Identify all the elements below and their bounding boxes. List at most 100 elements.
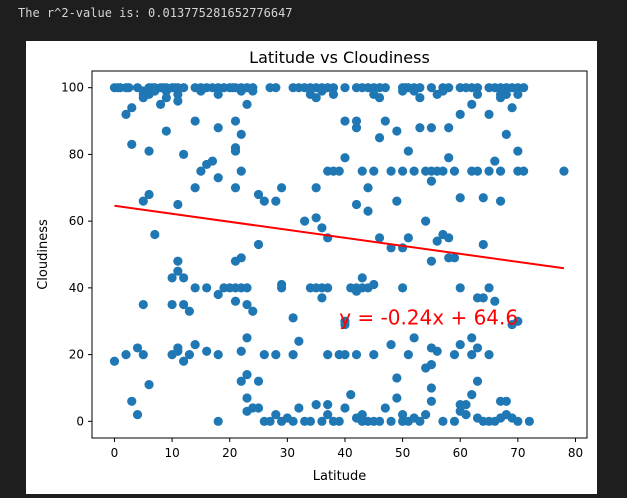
scatter-point xyxy=(426,396,437,406)
scatter-point xyxy=(392,126,402,136)
scatter-point xyxy=(236,86,246,96)
scatter-point xyxy=(127,103,137,113)
scatter-point xyxy=(513,146,523,156)
scatter-point xyxy=(392,196,402,206)
scatter-point xyxy=(455,193,465,203)
x-tick-label: 10 xyxy=(164,446,179,460)
scatter-point xyxy=(426,176,437,186)
scatter-point xyxy=(144,146,154,156)
scatter-point xyxy=(230,296,241,306)
scatter-point xyxy=(242,283,252,293)
scatter-point xyxy=(173,89,183,99)
scatter-point xyxy=(242,393,252,403)
scatter-point xyxy=(415,123,425,133)
scatter-point xyxy=(173,256,183,266)
scatter-point xyxy=(311,93,321,103)
scatter-point xyxy=(138,349,148,360)
scatter-point xyxy=(155,99,166,109)
scatter-point xyxy=(276,183,287,193)
x-tick-label: 0 xyxy=(111,446,119,460)
scatter-point xyxy=(472,89,483,99)
scatter-point xyxy=(351,349,362,360)
scatter-point xyxy=(397,166,408,176)
scatter-point xyxy=(323,283,333,293)
scatter-point xyxy=(288,349,298,360)
scatter-point xyxy=(121,109,131,119)
scatter-point xyxy=(127,139,137,149)
scatter-point xyxy=(288,416,298,426)
scatter-point xyxy=(242,370,252,380)
scatter-point xyxy=(311,183,321,193)
scatter-point xyxy=(271,410,281,420)
scatter-point xyxy=(144,380,154,390)
scatter-point xyxy=(323,349,333,360)
scatter-point xyxy=(138,196,148,206)
scatter-point xyxy=(380,116,390,126)
regression-equation-annotation: y = -0.24x + 64.6 xyxy=(339,306,518,330)
scatter-point xyxy=(495,196,506,206)
scatter-point xyxy=(236,376,246,386)
scatter-point xyxy=(472,376,483,386)
scatter-point xyxy=(449,253,460,263)
scatter-point xyxy=(167,273,177,283)
scatter-point xyxy=(213,89,223,99)
x-axis: 0 10 20 30 40 50 60 70 80 xyxy=(111,438,583,460)
scatter-point xyxy=(124,83,134,93)
scatter-point xyxy=(196,166,206,176)
scatter-point xyxy=(202,283,212,293)
scatter-point xyxy=(380,403,390,413)
scatter-point xyxy=(513,316,523,326)
scatter-point xyxy=(397,410,408,420)
scatter-point xyxy=(213,349,223,360)
scatter-point xyxy=(173,96,183,106)
scatter-point xyxy=(150,229,160,240)
scatter-point xyxy=(271,196,281,206)
scatter-point xyxy=(253,403,264,413)
scatter-point xyxy=(426,123,437,133)
scatter-point xyxy=(421,216,431,226)
scatter-point xyxy=(173,199,183,210)
scatter-point xyxy=(253,189,264,200)
scatter-point xyxy=(300,216,310,226)
scatter-point xyxy=(403,349,413,360)
scatter-point xyxy=(190,339,200,350)
y-tick-label: 0 xyxy=(76,414,84,428)
scatter-point xyxy=(432,346,442,356)
scatter-point xyxy=(472,343,483,353)
scatter-point xyxy=(490,296,500,306)
scatter-point xyxy=(426,83,437,93)
scatter-point xyxy=(340,349,350,360)
scatter-chart: Latitude vs Cloudiness y = -0.24x + 64.6… xyxy=(36,48,588,484)
scatter-point xyxy=(461,400,471,410)
scatter-point xyxy=(236,253,246,263)
scatter-point xyxy=(403,146,413,156)
scatter-point xyxy=(213,173,223,183)
scatter-point xyxy=(340,116,350,126)
scatter-point xyxy=(426,256,437,266)
scatter-point xyxy=(501,129,511,139)
y-axis: 0 20 40 60 80 100 xyxy=(61,81,92,428)
scatter-point xyxy=(317,416,327,426)
scatter-point xyxy=(386,416,396,426)
y-tick-label: 40 xyxy=(69,281,84,295)
scatter-point xyxy=(271,83,281,93)
scatter-point xyxy=(144,189,154,200)
scatter-point xyxy=(213,123,223,133)
scatter-point xyxy=(363,183,373,193)
scatter-point xyxy=(351,116,362,126)
scatter-point xyxy=(236,166,246,176)
scatter-point xyxy=(484,166,494,176)
scatter-point xyxy=(311,400,321,410)
scatter-point xyxy=(444,233,454,243)
scatter-point xyxy=(213,289,223,300)
y-axis-label: Cloudiness xyxy=(36,219,51,290)
scatter-point xyxy=(294,403,304,413)
scatter-point xyxy=(501,396,511,406)
scatter-point xyxy=(248,86,258,96)
scatter-point xyxy=(449,349,460,360)
scatter-point xyxy=(351,199,362,210)
scatter-point xyxy=(132,410,143,420)
scatter-point xyxy=(444,153,454,163)
scatter-point xyxy=(369,166,379,176)
scatter-point xyxy=(230,116,241,126)
